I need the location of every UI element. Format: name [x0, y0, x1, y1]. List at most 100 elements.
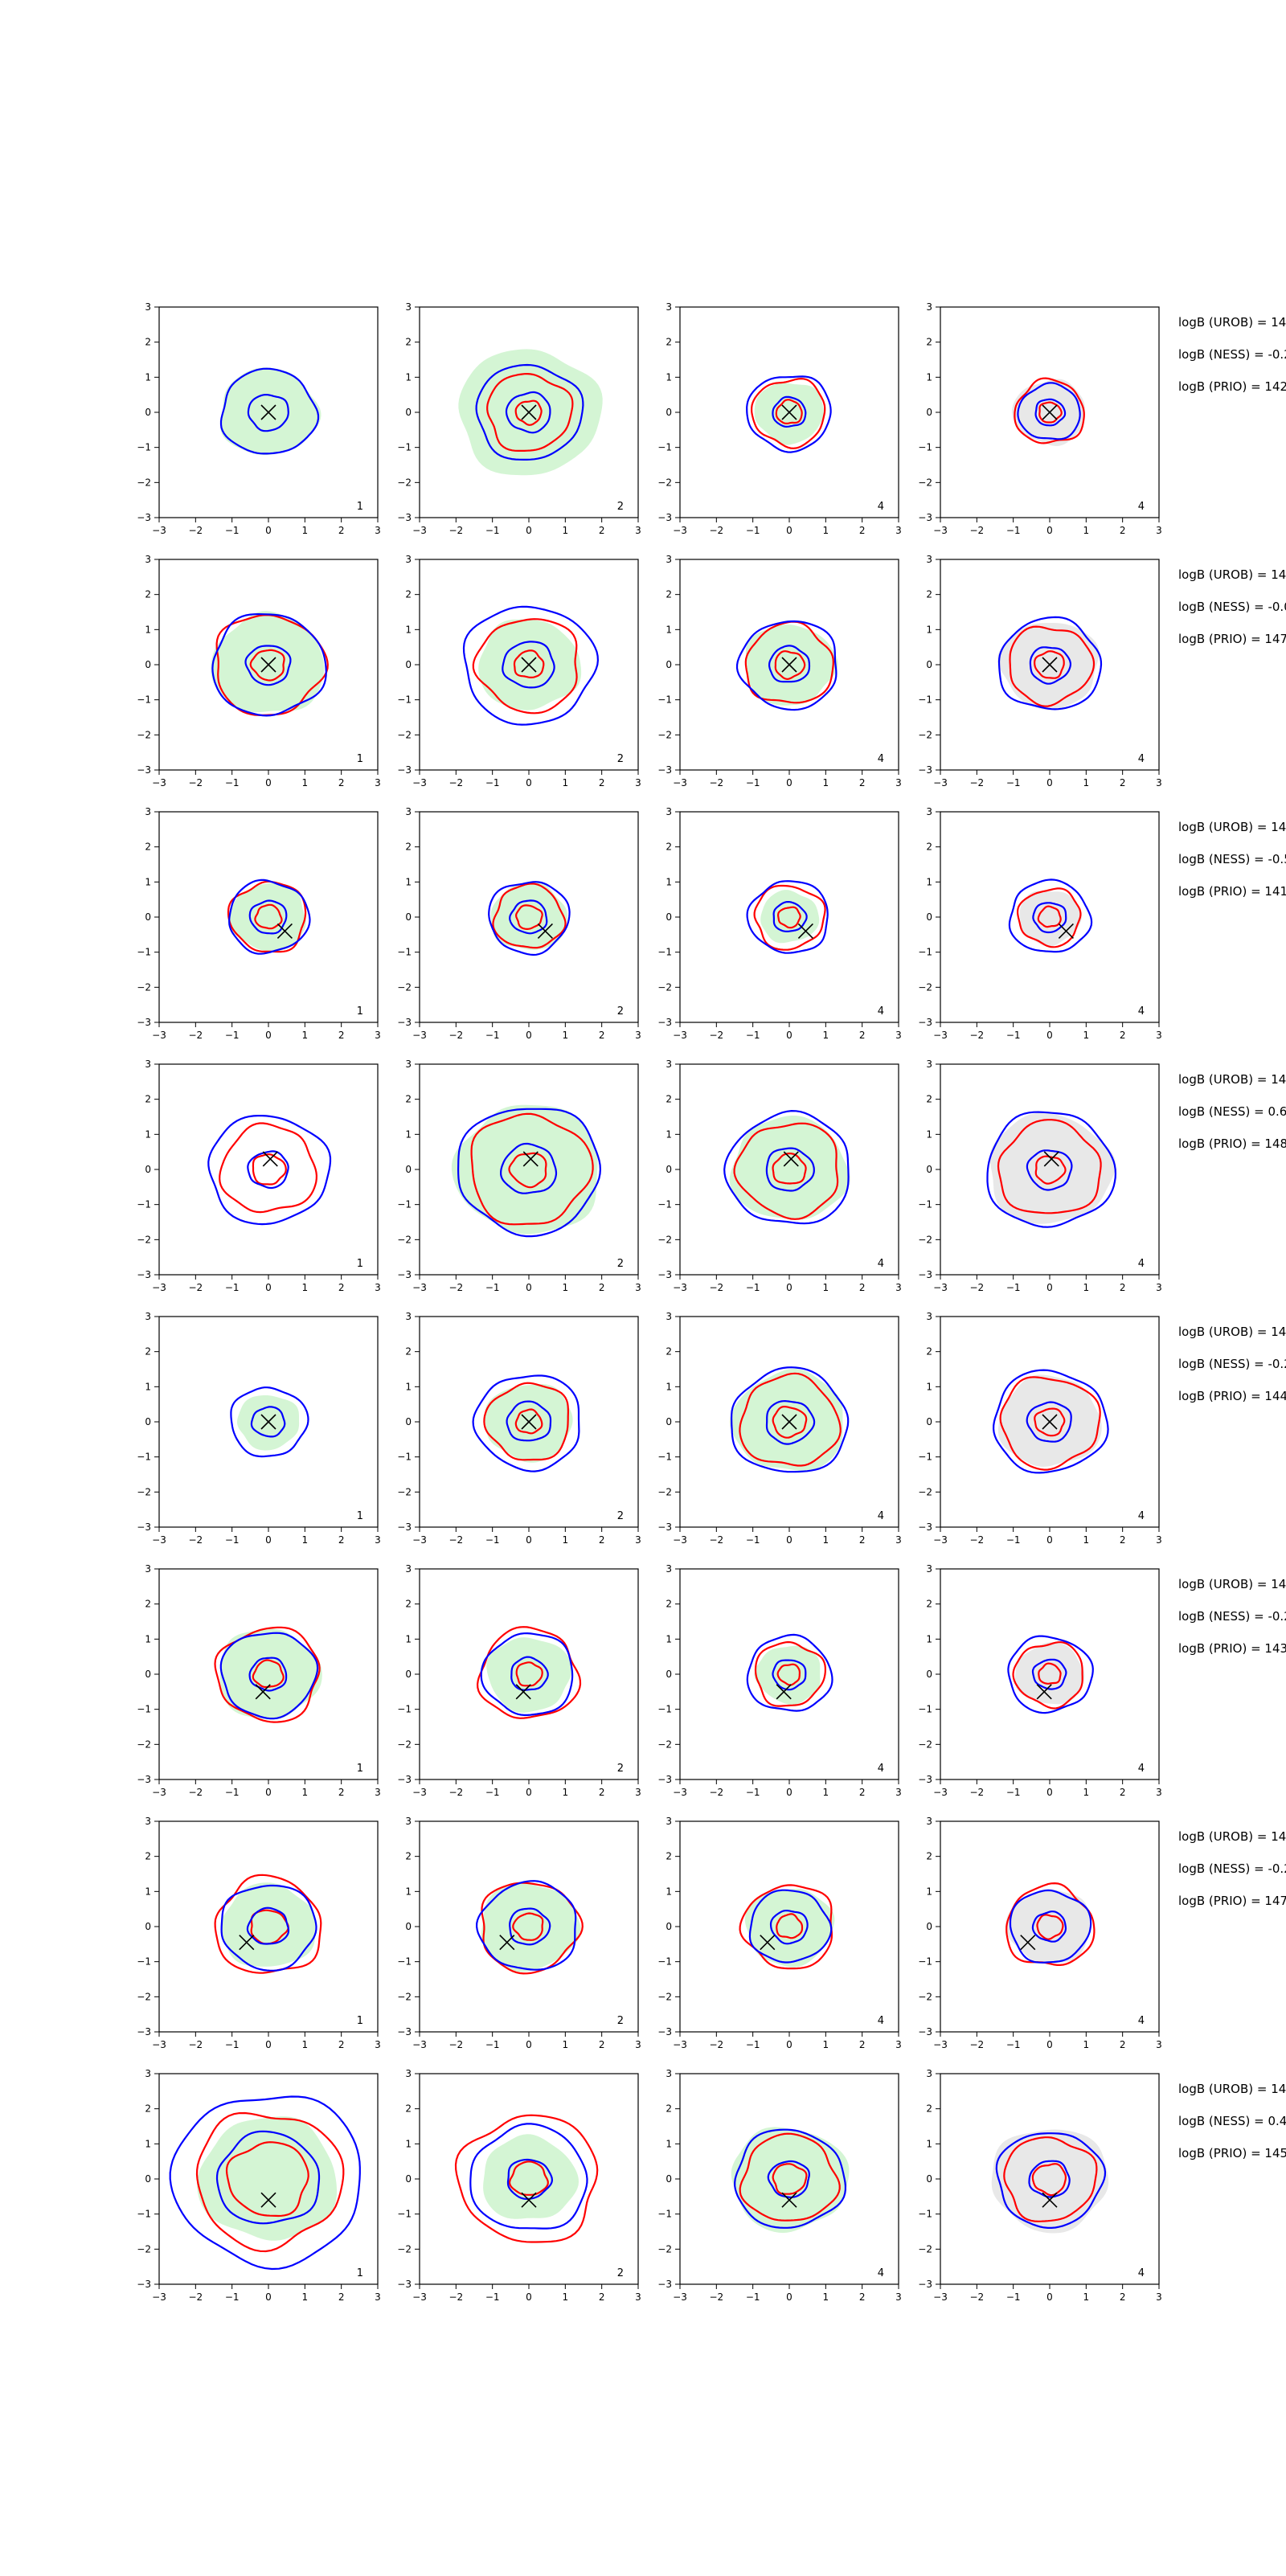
y-tick-label: −2: [397, 2243, 412, 2255]
y-tick-label: 2: [405, 2103, 412, 2115]
density-fill: [486, 1637, 572, 1713]
x-tick-label: −2: [969, 1787, 984, 1798]
y-tick-label: 0: [926, 2173, 932, 2185]
x-tick-label: −1: [746, 1282, 760, 1293]
y-tick-label: 2: [405, 842, 412, 853]
y-tick-label: 3: [666, 554, 672, 565]
y-tick-label: −3: [137, 1774, 151, 1785]
y-tick-label: 1: [405, 371, 412, 383]
x-tick-label: −1: [225, 1787, 240, 1798]
x-tick-label: −3: [412, 1282, 427, 1293]
x-tick-label: 1: [302, 2039, 309, 2050]
blue-contour: [480, 1632, 574, 1716]
true-point-marker: [522, 1151, 539, 1167]
y-tick-label: 3: [666, 1816, 672, 1827]
y-tick-label: 2: [926, 589, 932, 600]
x-tick-label: −1: [746, 777, 760, 788]
x-tick-label: 1: [823, 777, 829, 788]
y-tick-label: −2: [397, 1991, 412, 2002]
blue-contour: [248, 1657, 288, 1692]
blue-contour: [169, 2095, 361, 2271]
x-tick-label: 1: [1083, 1282, 1090, 1293]
y-tick-label: −1: [657, 694, 672, 706]
y-tick-label: 3: [145, 301, 151, 313]
y-tick-label: 3: [145, 1311, 151, 1322]
x-tick-label: −3: [152, 1282, 166, 1293]
blue-contour: [1034, 398, 1067, 427]
x-tick-label: −2: [709, 1534, 723, 1546]
x-tick-label: 1: [823, 1030, 829, 1041]
x-tick-label: 2: [338, 1030, 345, 1041]
x-tick-label: −2: [709, 2291, 723, 2303]
y-tick-label: 2: [666, 1346, 672, 1358]
panel-label: 2: [617, 2015, 624, 2027]
y-tick-label: 1: [926, 1381, 932, 1392]
y-tick-label: −2: [918, 981, 932, 993]
x-tick-label: −1: [225, 1282, 240, 1293]
x-tick-label: −2: [709, 525, 723, 536]
x-tick-label: −2: [969, 2039, 984, 2050]
panel-r6-c1: −3−3 −2 −2 −1 −1 0 0 1 1 2 2 3 3 1: [137, 1563, 381, 1798]
y-tick-label: −3: [137, 1521, 151, 1533]
blue-contour: [748, 1889, 833, 1964]
blue-contour: [734, 2128, 846, 2229]
x-tick-label: −2: [188, 1030, 203, 1041]
red-contour: [476, 1626, 582, 1719]
y-tick-label: −1: [918, 947, 932, 958]
y-tick-label: −3: [397, 1269, 412, 1280]
x-tick-label: 1: [1083, 2039, 1090, 2050]
y-tick-label: −1: [657, 1452, 672, 1463]
x-tick-label: 1: [302, 777, 309, 788]
x-tick-label: −2: [448, 777, 463, 788]
red-contour: [513, 649, 545, 678]
panel-r3-c3: −3−3 −2 −2 −1 −1 0 0 1 1 2 2 3 3 4: [657, 806, 902, 1041]
red-contour: [508, 1152, 547, 1189]
y-tick-label: −3: [137, 512, 151, 523]
x-tick-label: −3: [412, 1787, 427, 1798]
y-tick-label: 3: [926, 1311, 932, 1322]
y-tick-label: −2: [397, 1738, 412, 1750]
density-fill: [481, 1882, 581, 1972]
x-tick-label: 0: [1046, 1534, 1053, 1546]
x-tick-label: 3: [895, 777, 902, 788]
y-tick-label: 3: [926, 1816, 932, 1827]
x-tick-label: 3: [635, 1787, 641, 1798]
x-tick-label: −3: [673, 1030, 687, 1041]
panel-label: 1: [357, 2015, 363, 2027]
x-tick-label: −2: [188, 1534, 203, 1546]
x-tick-label: −3: [152, 2039, 166, 2050]
y-tick-label: 3: [405, 301, 412, 313]
x-tick-label: 0: [786, 1282, 792, 1293]
y-tick-label: 0: [145, 911, 151, 923]
y-tick-label: −3: [397, 1017, 412, 1028]
red-contour: [514, 399, 543, 426]
x-tick-label: 0: [526, 1282, 532, 1293]
true-point-marker: [1042, 657, 1058, 673]
y-tick-label: 0: [405, 911, 412, 923]
y-tick-label: 0: [666, 1164, 672, 1175]
y-tick-label: 3: [666, 1311, 672, 1322]
y-tick-label: 0: [926, 911, 932, 923]
y-tick-label: −3: [657, 1269, 672, 1280]
x-tick-label: −1: [1006, 1534, 1021, 1546]
blue-contour: [772, 395, 807, 428]
y-tick-label: −2: [137, 729, 151, 740]
red-contour: [515, 1661, 543, 1687]
y-tick-label: 2: [666, 589, 672, 600]
blue-contour: [1026, 1149, 1073, 1191]
x-tick-label: −3: [412, 1534, 427, 1546]
y-tick-label: 0: [926, 1164, 932, 1175]
x-tick-label: 1: [302, 1787, 309, 1798]
blue-contour: [499, 1142, 558, 1194]
red-contour: [1038, 1662, 1062, 1685]
red-contour: [753, 884, 826, 951]
y-tick-label: 2: [405, 589, 412, 600]
x-tick-label: 2: [599, 777, 605, 788]
y-tick-label: −2: [137, 1234, 151, 1245]
y-tick-label: 2: [926, 1346, 932, 1358]
logb-stat-label: logB (NESS) = -0.22: [1178, 347, 1286, 362]
panel-label: 2: [617, 753, 624, 765]
y-tick-label: 3: [145, 1816, 151, 1827]
